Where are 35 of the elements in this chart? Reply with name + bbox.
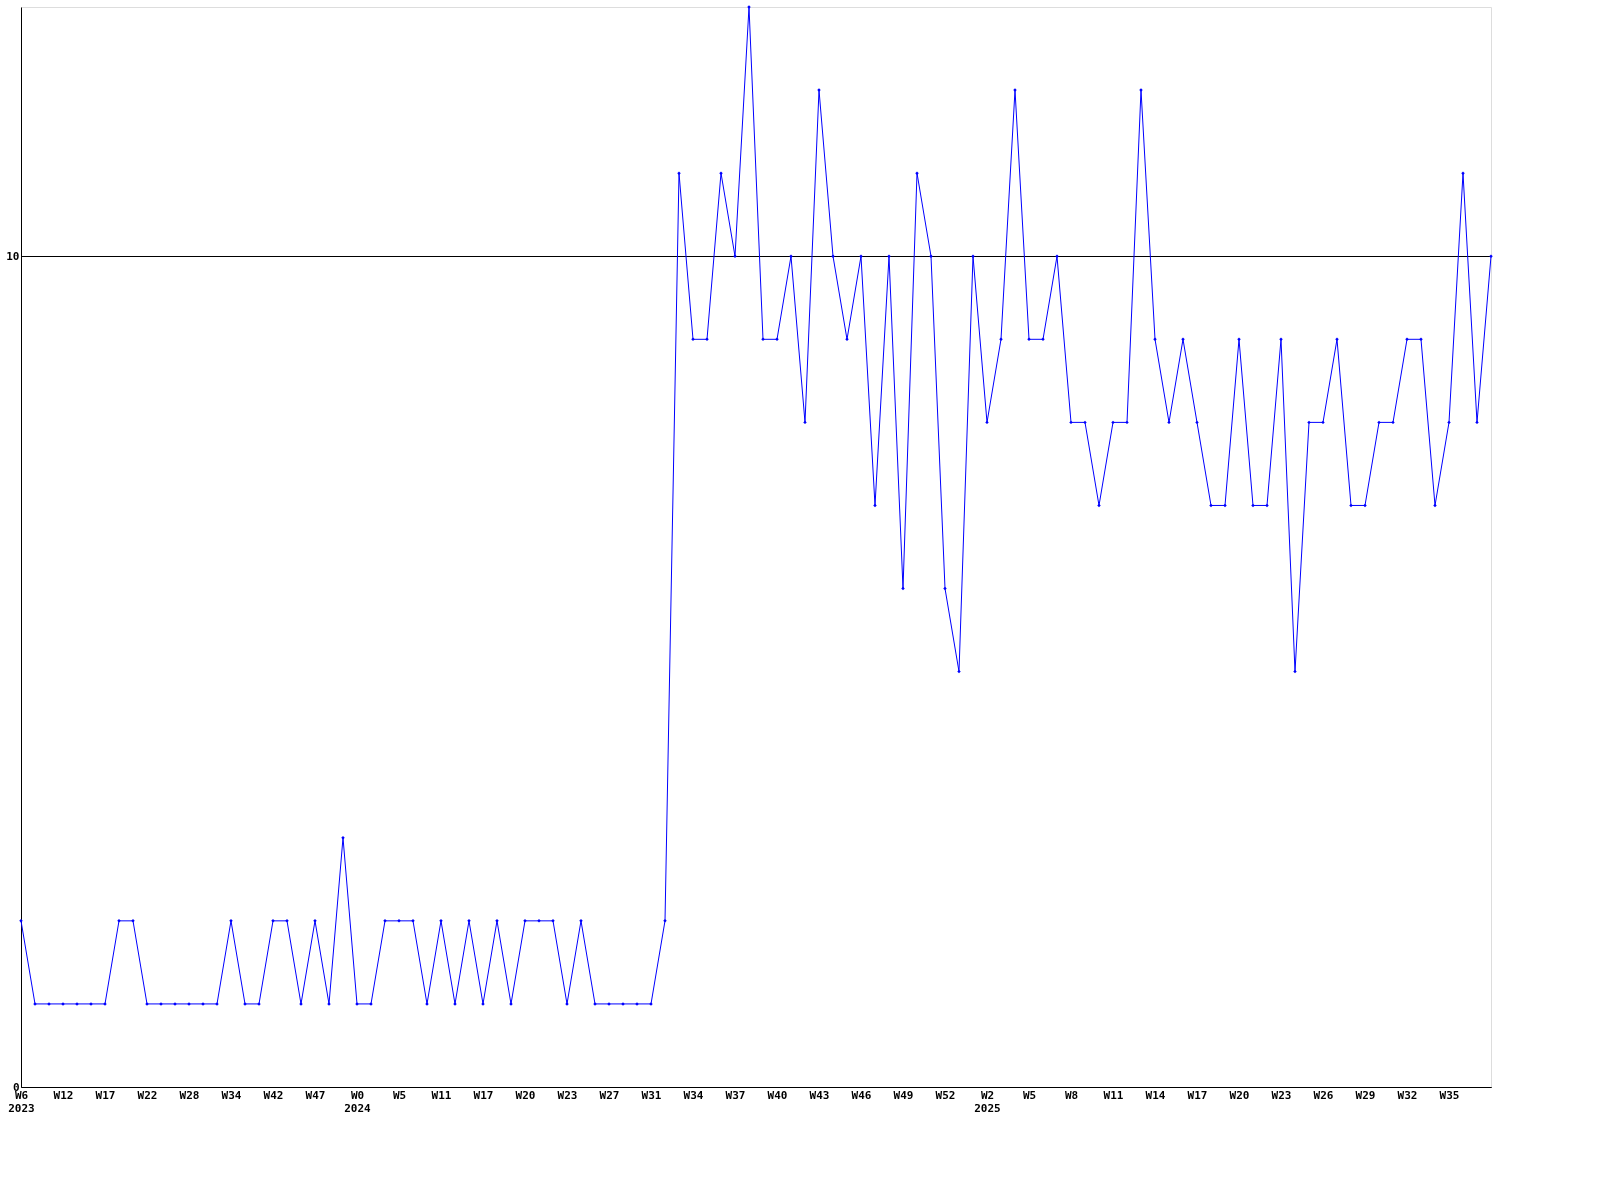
x-tick-label: W5 (1022, 1088, 1037, 1102)
x-tick-label: W40 (767, 1088, 788, 1102)
x-tick-label: W17 (473, 1088, 494, 1102)
x-tick-label: W31 (641, 1088, 662, 1102)
x-tick-label: W43 (809, 1088, 830, 1102)
x-tick-label: W17 (95, 1088, 116, 1102)
x-tick-label: W47 (305, 1088, 326, 1102)
x-tick-label: W11 (1103, 1088, 1124, 1102)
x-tick-label: W34 (221, 1088, 242, 1102)
x-tick-label: W29 (1355, 1088, 1376, 1102)
x-tick-label: W20 (515, 1088, 536, 1102)
x-tick-label: W32 (1397, 1088, 1418, 1102)
x-tick-label: W42 (263, 1088, 284, 1102)
x-tick-label: W22 (137, 1088, 158, 1102)
x-tick-label: W52 (935, 1088, 956, 1102)
x-tick-label: W17 (1187, 1088, 1208, 1102)
x-tick-label: W26 (1313, 1088, 1334, 1102)
x-tick-label: W23 (557, 1088, 578, 1102)
x-tick-label: W14 (1145, 1088, 1166, 1102)
x-tick-label: W35 (1439, 1088, 1460, 1102)
x-tick-label: W28 (179, 1088, 200, 1102)
x-tick-label: W23 (1271, 1088, 1292, 1102)
x-tick-label: W8 (1064, 1088, 1079, 1102)
x-tick-label: W0 2024 (344, 1088, 372, 1115)
x-tick-label: W11 (431, 1088, 452, 1102)
x-tick-label: W20 (1229, 1088, 1250, 1102)
x-tick-label: W27 (599, 1088, 620, 1102)
x-tick-label: W37 (725, 1088, 746, 1102)
x-tick-label: W49 (893, 1088, 914, 1102)
x-tick-label: W34 (683, 1088, 704, 1102)
x-tick-label: W2 2025 (974, 1088, 1001, 1115)
x-tick-label: W5 (392, 1088, 407, 1102)
x-tick-label: W12 (53, 1088, 74, 1102)
x-tick-label: W46 (851, 1088, 872, 1102)
y-tick-label: 10 (6, 249, 20, 263)
